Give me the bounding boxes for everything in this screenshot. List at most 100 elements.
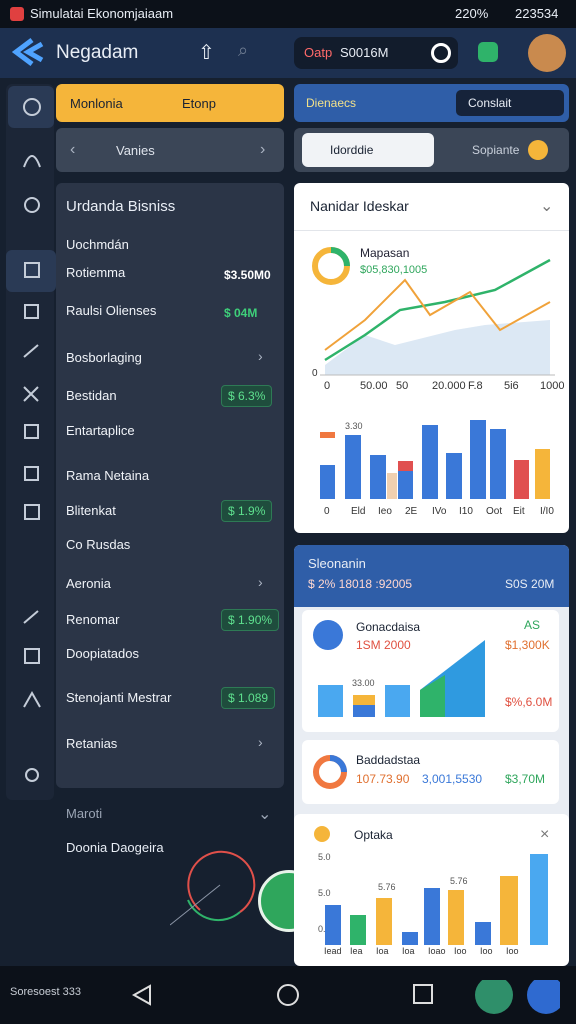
search-label: Oatp xyxy=(304,45,333,60)
forward[interactable]: › xyxy=(260,141,266,158)
list-item[interactable]: Bosborlaging xyxy=(66,350,142,365)
header-title: Negadam xyxy=(56,42,139,63)
axis-label: Ioao xyxy=(428,946,446,956)
list-item[interactable]: Co Rusdas xyxy=(66,537,131,552)
tab[interactable]: Etonp xyxy=(182,96,216,111)
card-a-right: $1,300K xyxy=(505,638,550,652)
y-label: 0 xyxy=(312,368,318,379)
card-c-title: Optaka xyxy=(354,828,393,842)
list-item[interactable]: Renomar xyxy=(66,612,120,627)
list-item[interactable]: Rama Netaina xyxy=(66,468,150,483)
card-a-chart xyxy=(318,640,485,717)
axis-label: Ioo xyxy=(480,946,493,956)
summary-subtitle: $ 2% 18018 :92005 xyxy=(308,577,413,591)
list-item[interactable]: Uochmdán xyxy=(66,237,129,252)
filter-button[interactable] xyxy=(302,133,434,167)
notifications[interactable] xyxy=(478,42,498,62)
top-tab-label[interactable]: Dienaecs xyxy=(306,96,357,110)
axis-label: F.8 xyxy=(468,380,483,392)
item-value: $ 1.089 xyxy=(221,687,276,709)
legend-value: $05,830,1005 xyxy=(360,264,428,276)
axis-label: 5.0 xyxy=(318,888,331,898)
list-item[interactable]: Raulsi Olienses xyxy=(66,303,157,318)
card-b-value: 107.73.90 xyxy=(356,772,410,786)
axis-label: I/I0 xyxy=(540,506,554,517)
dropdown[interactable] xyxy=(456,90,564,116)
list-item[interactable]: Aeronia xyxy=(66,576,111,591)
nav-buttons[interactable] xyxy=(130,980,560,1014)
axis-label: Ioo xyxy=(454,946,467,956)
balance: S0016M xyxy=(340,45,389,60)
sort-label[interactable]: Sopiante xyxy=(472,143,520,157)
list-item[interactable]: Retanias xyxy=(66,736,118,751)
list-item[interactable]: Doopiatados xyxy=(66,646,139,661)
status-bar xyxy=(0,0,576,28)
bar-label: 3.30 xyxy=(345,421,363,431)
close[interactable]: × xyxy=(540,826,550,843)
search-icon[interactable]: ⌕ xyxy=(238,40,249,60)
sidebar-icons xyxy=(23,98,41,782)
axis-label: I10 xyxy=(459,506,473,517)
card-a-bar-label: 33.00 xyxy=(352,678,375,688)
gauge-title: Doonia Daogeira xyxy=(66,840,164,855)
axis-label: 20.000 xyxy=(432,380,466,392)
list-item[interactable]: Bestidan xyxy=(66,388,117,403)
list-item[interactable]: Rotiemma xyxy=(66,265,126,280)
card-a-left: 1SM 2000 xyxy=(356,638,411,652)
sort-icon[interactable] xyxy=(528,140,548,160)
search-pill[interactable] xyxy=(294,37,458,69)
axis-label: IVo xyxy=(432,506,447,517)
bar-label: 5.76 xyxy=(378,882,396,892)
section-title: Maroti xyxy=(66,806,103,821)
battery: 220% xyxy=(455,6,489,21)
axis-label: Iead xyxy=(324,946,342,956)
axis-label: Iea xyxy=(350,946,363,956)
upload-button[interactable]: ⇧ xyxy=(198,42,215,64)
tab-bar xyxy=(56,84,284,122)
back[interactable]: ‹ xyxy=(70,141,76,158)
card-b-value: $3,70M xyxy=(505,772,546,786)
list-item[interactable]: Blitenkat xyxy=(66,503,116,518)
axis-label: 50 xyxy=(396,380,409,392)
card-b-donut xyxy=(313,755,347,789)
collapse[interactable]: ⌄ xyxy=(258,806,272,823)
axis-label: 5i6 xyxy=(504,380,519,392)
card-c-icon xyxy=(314,826,330,842)
axis-label: Ioa xyxy=(376,946,389,956)
status-app: Simulatai Ekonomjaiaam xyxy=(30,6,174,21)
bar-label: 5.76 xyxy=(450,876,468,886)
axis-label: Ioo xyxy=(506,946,519,956)
search-text: Vanies xyxy=(116,143,155,158)
axis-label: 0.0 xyxy=(318,924,331,934)
dropdown-label: Conslait xyxy=(468,96,512,110)
chevron[interactable]: › xyxy=(258,574,263,590)
avatar[interactable] xyxy=(528,34,566,72)
card-title: Urdanda Bisniss xyxy=(66,198,176,215)
tab[interactable]: Monlonia xyxy=(70,96,123,111)
list-item[interactable]: Stenojanti Mestrar xyxy=(66,690,172,705)
filter-label: Idorddie xyxy=(330,143,374,157)
chevron[interactable]: › xyxy=(258,348,263,364)
chevron[interactable]: › xyxy=(258,734,263,750)
settings-icon[interactable] xyxy=(431,43,451,63)
nav-label: Soresoest 333 xyxy=(10,986,81,998)
axis-label: 5.0 xyxy=(318,852,331,862)
axis-label: Eit xyxy=(513,506,525,517)
list-item[interactable]: Entartaplice xyxy=(66,423,135,438)
item-value: $ 04M xyxy=(224,306,258,320)
divider xyxy=(294,230,569,231)
card-b-title: Baddadstaa xyxy=(356,753,421,767)
card-b-value: 3,001,5530 xyxy=(422,772,483,786)
sidebar-active[interactable] xyxy=(8,86,54,128)
bar-chart xyxy=(320,420,550,499)
card-a-tag: AS xyxy=(524,618,541,632)
sidebar xyxy=(6,84,54,800)
axis-label: 2E xyxy=(405,506,418,517)
app-icon xyxy=(10,7,24,21)
expand[interactable]: ⌄ xyxy=(540,198,554,215)
axis-label: 0 xyxy=(324,506,330,517)
sidebar-item[interactable] xyxy=(6,250,56,292)
search-row[interactable] xyxy=(56,128,284,172)
item-value: $3.50M0 xyxy=(224,268,271,282)
